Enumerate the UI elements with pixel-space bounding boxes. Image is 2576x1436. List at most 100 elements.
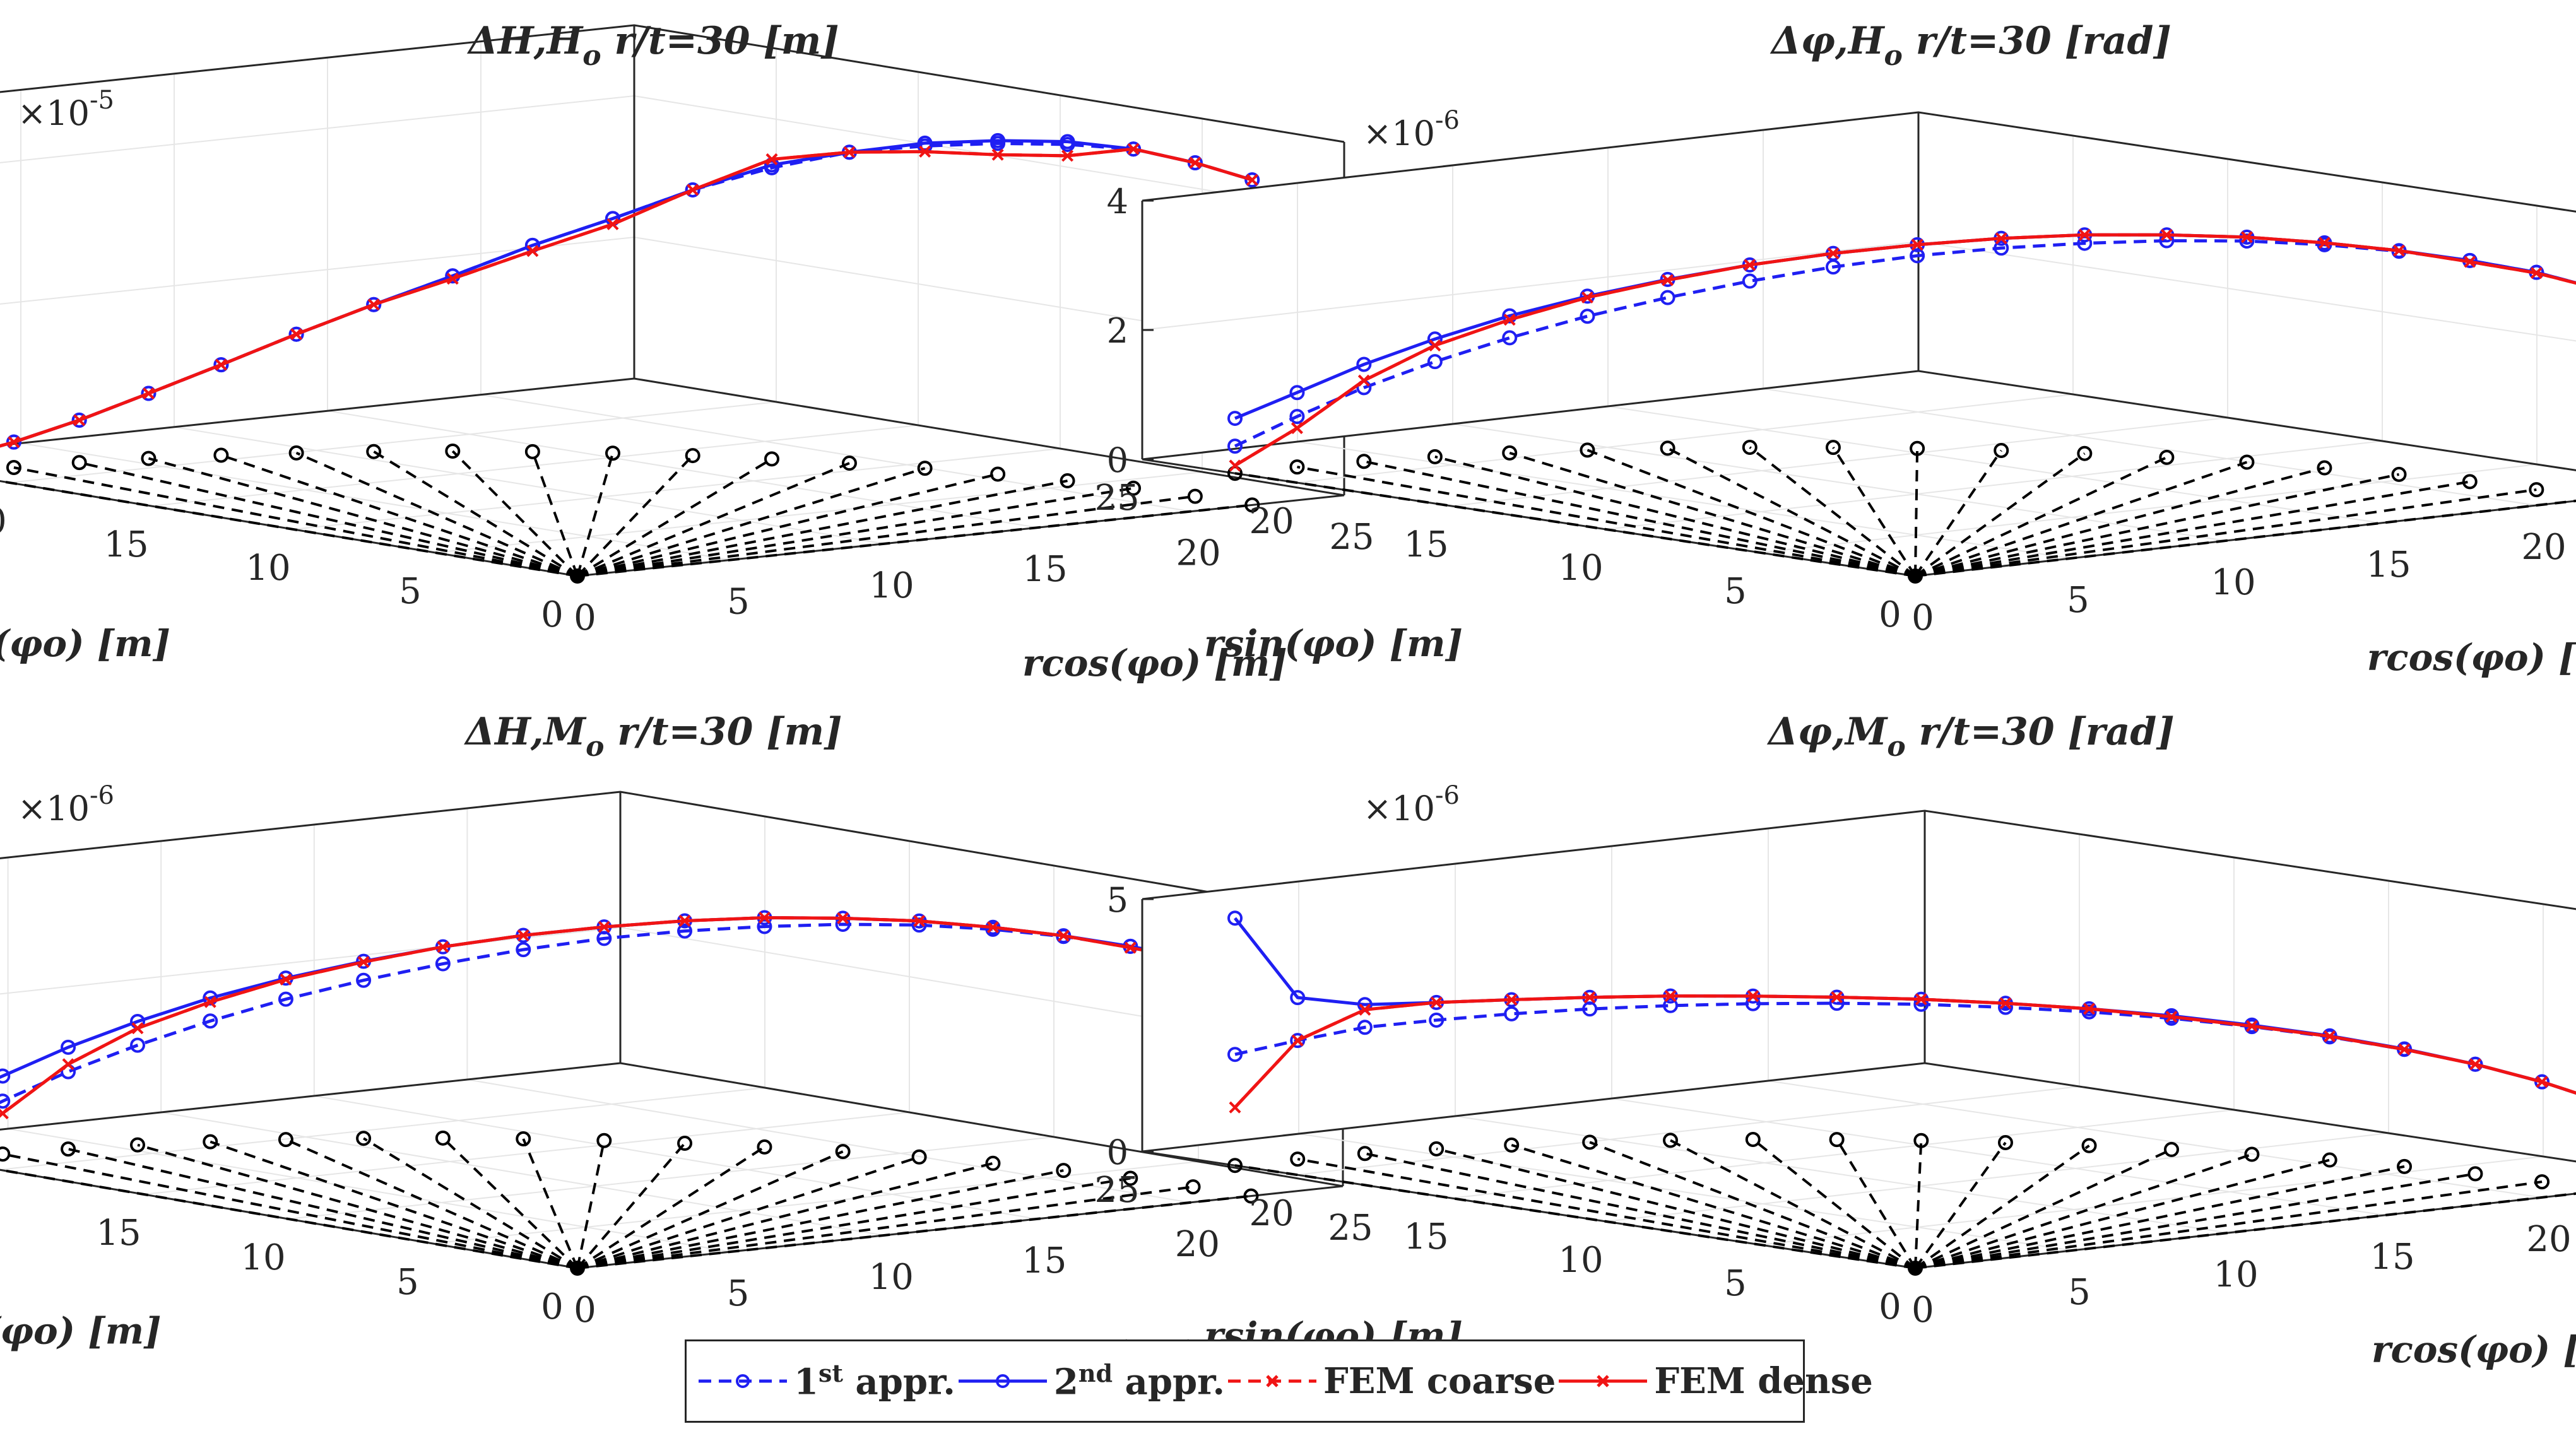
series-point xyxy=(1430,996,1443,1009)
y-tick-label: 5 xyxy=(1724,571,1747,612)
series-point xyxy=(143,387,155,399)
x-tick-label: 0 xyxy=(574,1290,596,1331)
y-tick-label: 15 xyxy=(1403,524,1448,565)
series-point xyxy=(1662,274,1674,286)
series-point xyxy=(356,972,372,988)
y-axis-label: rsin(φo) [m] xyxy=(0,622,170,665)
series-point xyxy=(1660,290,1675,305)
y-tick-label: 5 xyxy=(1724,1263,1747,1304)
x-tick-label: 5 xyxy=(727,581,750,622)
series-point xyxy=(1429,339,1441,351)
series-point xyxy=(1664,990,1677,1003)
series-point xyxy=(1429,1012,1445,1028)
series-point xyxy=(598,921,610,933)
baseline-ray xyxy=(1915,499,2576,577)
baseline-point xyxy=(605,445,621,461)
legend-label-second-approx: 2nd appr. xyxy=(1053,1359,1225,1403)
x-tick-label: 20 xyxy=(1175,1224,1220,1265)
series-point xyxy=(141,385,157,401)
series-point xyxy=(1994,240,2009,256)
baseline-ray xyxy=(1434,455,1916,577)
baseline-point xyxy=(1056,1163,1072,1179)
origin-point xyxy=(1908,1261,1923,1276)
series-point xyxy=(1289,409,1305,425)
baseline-point xyxy=(1582,1134,1598,1150)
series-point xyxy=(1359,1003,1371,1016)
series-point xyxy=(1583,991,1596,1004)
series-point xyxy=(837,912,849,924)
panel-title: Δφ,Ho r/t=30 [rad] xyxy=(1770,19,2171,72)
baseline-ray xyxy=(577,1155,920,1269)
baseline-point xyxy=(911,1149,927,1165)
baseline-ray xyxy=(577,1186,1193,1269)
baseline-point xyxy=(1356,454,1372,469)
baseline-point xyxy=(841,456,857,471)
baseline-ray xyxy=(363,1137,579,1269)
baseline-point xyxy=(366,444,382,459)
series-point xyxy=(1356,356,1372,372)
top-back-edges xyxy=(0,791,1344,916)
series-point xyxy=(1246,174,1258,186)
y-tick-label: 20 xyxy=(0,501,7,542)
series-point xyxy=(280,974,292,986)
baseline-ray xyxy=(13,466,578,577)
baseline-point xyxy=(1243,1188,1259,1204)
series-point xyxy=(2160,228,2173,241)
legend: 1st appr. 2nd appr. FEM coarse FEM dense xyxy=(685,1339,1873,1423)
baseline-point xyxy=(130,1137,146,1153)
floor-grid-y xyxy=(293,448,1061,530)
series-point xyxy=(606,218,619,230)
baseline-point xyxy=(213,447,229,463)
panel-title: ΔH,Mo r/t=30 [m] xyxy=(464,710,842,763)
series-point xyxy=(517,929,529,941)
floor-grid-x xyxy=(161,1112,884,1236)
y-tick-label: 15 xyxy=(1403,1216,1448,1257)
x-tick-label: 15 xyxy=(2370,1237,2414,1278)
baseline-ray xyxy=(522,1138,579,1269)
series-point xyxy=(367,298,380,311)
series-point xyxy=(1831,991,1843,1003)
baseline-ray xyxy=(0,1168,578,1269)
baseline-ray xyxy=(1915,1165,2405,1269)
z-exponent: ×10-6 xyxy=(1363,781,1460,828)
back-wall-right xyxy=(1918,112,2576,471)
baseline-ray xyxy=(531,451,579,577)
series-point xyxy=(843,146,856,158)
floor-grid-x xyxy=(467,1079,1190,1203)
series-point xyxy=(1357,374,1370,387)
baseline-ray xyxy=(577,495,1196,577)
series-point xyxy=(1289,385,1305,401)
baseline-point xyxy=(2391,466,2407,482)
series-point xyxy=(435,956,451,972)
series-point xyxy=(2165,1011,2178,1023)
series-point xyxy=(1227,910,1243,926)
baseline-point xyxy=(917,461,933,476)
floor-grid-x xyxy=(20,442,731,561)
series-point xyxy=(288,326,304,342)
z-exponent: ×10-6 xyxy=(1363,106,1460,153)
back-wall-left xyxy=(0,792,620,1130)
baseline-point xyxy=(2467,1166,2483,1182)
series-point xyxy=(1502,330,1518,346)
baseline-point xyxy=(2462,474,2478,490)
baseline-ray xyxy=(1589,1141,1916,1269)
y-tick-label: 15 xyxy=(103,524,148,565)
origin-point xyxy=(570,568,585,584)
baseline-ray xyxy=(373,450,579,577)
y-tick-label: 5 xyxy=(399,571,422,612)
origin-point xyxy=(1908,568,1923,584)
series-point xyxy=(2536,1076,2548,1088)
y-axis-label: rsin(φo) [m] xyxy=(0,1310,162,1353)
baseline-point xyxy=(1123,1170,1138,1186)
baseline-ray xyxy=(577,1150,844,1269)
series-fem-dense xyxy=(1229,228,2576,472)
series-point xyxy=(1502,308,1518,324)
baseline-point xyxy=(1429,1141,1445,1156)
legend-item-fem-coarse: FEM coarse xyxy=(1225,1360,1556,1402)
baseline-ray xyxy=(1914,1141,2007,1269)
baseline-point xyxy=(435,1130,451,1146)
series-point xyxy=(913,915,926,927)
series-point xyxy=(1504,1006,1520,1021)
baseline-ray xyxy=(1509,451,1916,577)
